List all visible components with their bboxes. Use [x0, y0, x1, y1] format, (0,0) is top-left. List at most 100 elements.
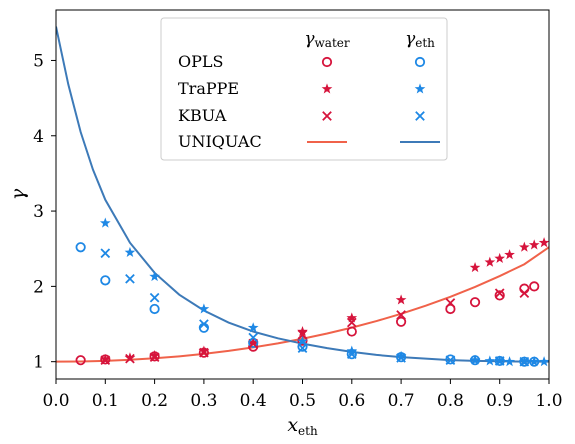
point-opls-water — [75, 355, 86, 366]
x-axis-title: xeth — [287, 414, 318, 438]
point-trappe-eth — [297, 335, 308, 346]
point-kbua-water — [297, 329, 308, 340]
point-kbua-water — [100, 355, 111, 366]
x-tick-label: 0.7 — [388, 391, 415, 411]
y-tick-label: 3 — [33, 202, 44, 222]
point-kbua-eth — [199, 319, 209, 329]
legend-marker-kbua-water — [322, 111, 332, 121]
point-trappe-water — [469, 261, 481, 273]
axes: 0.0 0.1 0.2 0.3 0.4 0.5 0.6 0.7 0.8 0.9 1.0 1 2 3 4 5 xe… — [7, 9, 563, 438]
point-trappe-water — [528, 239, 540, 250]
legend-marker-opls-eth — [414, 56, 426, 68]
y-tick-label: 1 — [33, 353, 44, 373]
point-trappe-water — [494, 252, 506, 264]
point-kbua-eth — [519, 356, 530, 367]
point-trappe-eth — [149, 270, 160, 282]
series-kbua-eth — [100, 248, 530, 367]
point-kbua-eth — [494, 356, 505, 366]
point-opls-water — [529, 281, 540, 292]
y-axis-title: γ — [7, 188, 29, 200]
x-tick-label: 0.1 — [92, 391, 119, 411]
legend-label: TraPPE — [178, 79, 239, 98]
point-kbua-water — [519, 288, 530, 298]
point-kbua-water — [125, 353, 135, 364]
point-trappe-eth — [124, 246, 136, 258]
point-trappe-water — [297, 325, 308, 337]
point-opls-water — [519, 283, 530, 294]
point-trappe-water — [247, 337, 259, 348]
curve-uniquac-eth — [56, 26, 549, 363]
legend-marker-trappe-water — [321, 83, 333, 94]
point-opls-eth — [100, 275, 111, 286]
legend: γwater γeth OPLS TraPPE KBUA UNIQUAC — [160, 17, 448, 161]
point-kbua-water — [149, 352, 160, 362]
point-opls-water — [469, 297, 481, 308]
x-tick-label: 1.0 — [535, 391, 562, 411]
point-trappe-eth — [99, 217, 111, 228]
point-kbua-eth — [100, 248, 111, 259]
point-trappe-water — [484, 256, 496, 267]
point-kbua-eth — [396, 353, 406, 363]
point-opls-water — [395, 316, 407, 327]
point-kbua-eth — [149, 292, 160, 303]
x-tick-label: 0.0 — [42, 391, 69, 411]
y-tick-label: 4 — [33, 127, 44, 147]
x-tick-label: 0.6 — [338, 391, 365, 411]
point-trappe-water — [99, 353, 111, 364]
legend-box — [160, 17, 448, 161]
point-opls-eth — [445, 354, 456, 365]
legend-marker-trappe-eth — [414, 83, 426, 94]
point-trappe-water — [395, 294, 407, 305]
series-trappe-water — [99, 237, 550, 364]
point-trappe-water — [149, 350, 160, 361]
point-trappe-water — [504, 249, 515, 260]
legend-column-header: γwater — [304, 29, 350, 50]
point-trappe-eth — [395, 350, 407, 361]
point-opls-eth — [75, 242, 86, 253]
x-tick-label: 0.8 — [437, 391, 464, 411]
x-tick-label: 0.4 — [240, 391, 267, 411]
point-trappe-eth — [484, 355, 496, 366]
point-kbua-eth — [125, 274, 135, 284]
legend-marker-opls-water — [321, 56, 333, 68]
legend-marker-kbua-eth — [415, 111, 425, 121]
point-opls-eth — [149, 303, 160, 315]
x-tick-label: 0.9 — [486, 391, 513, 411]
y-tick-label: 5 — [33, 51, 44, 71]
point-opls-water — [346, 326, 357, 337]
point-kbua-eth — [297, 343, 308, 353]
x-tick-label: 0.5 — [289, 391, 316, 411]
series-opls-water — [75, 281, 540, 366]
point-kbua-water — [396, 310, 406, 320]
point-trappe-water — [538, 237, 550, 248]
point-kbua-water — [346, 317, 357, 328]
point-kbua-eth — [346, 349, 357, 359]
point-kbua-eth — [445, 355, 456, 366]
legend-label: KBUA — [178, 106, 227, 125]
point-trappe-eth — [504, 356, 515, 367]
point-opls-water — [494, 290, 505, 301]
legend-column-header: γeth — [405, 29, 435, 50]
point-trappe-eth — [198, 303, 210, 314]
y-tick-label: 2 — [33, 277, 44, 297]
point-trappe-water — [198, 345, 210, 356]
legend-label: UNIQUAC — [178, 132, 262, 151]
x-tick-label: 0.2 — [141, 391, 168, 411]
point-trappe-water — [346, 312, 358, 323]
point-trappe-water — [519, 241, 530, 252]
point-trappe-eth — [469, 354, 481, 365]
point-trappe-water — [124, 352, 136, 363]
series-kbua-water — [100, 288, 530, 366]
point-opls-water — [445, 303, 456, 315]
point-trappe-eth — [538, 356, 550, 367]
point-kbua-water — [494, 288, 505, 298]
point-trappe-eth — [528, 356, 540, 367]
point-trappe-eth — [247, 322, 259, 333]
x-tick-label: 0.3 — [190, 391, 217, 411]
point-kbua-water — [445, 298, 456, 308]
point-trappe-eth — [346, 345, 358, 356]
legend-label: OPLS — [178, 52, 223, 71]
point-kbua-eth — [248, 332, 259, 343]
point-kbua-water — [199, 347, 209, 358]
